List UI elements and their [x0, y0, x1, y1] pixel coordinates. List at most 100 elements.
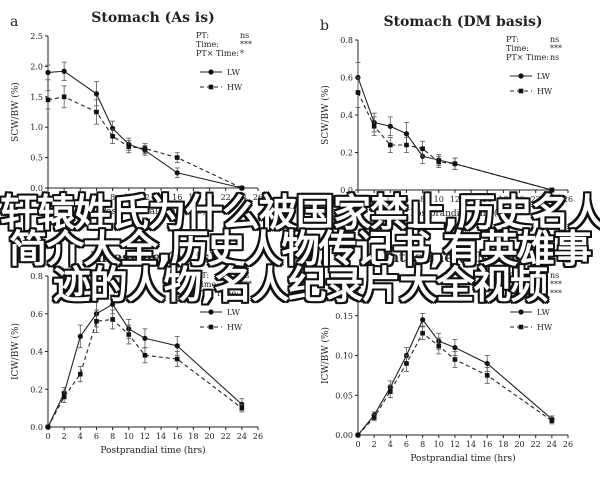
data-point — [388, 142, 393, 148]
x-tick-label: 16 — [482, 195, 492, 204]
legend-label: LW — [537, 308, 551, 317]
x-tick-label: 18 — [188, 193, 198, 202]
data-point — [549, 418, 555, 423]
x-axis-label: Postprandial time (hrs) — [410, 208, 515, 219]
data-point — [420, 146, 425, 152]
x-tick-label: 8 — [110, 193, 115, 202]
data-point — [174, 170, 180, 176]
x-tick-label: 2 — [372, 195, 377, 204]
stats-label: PT× Time: — [196, 289, 239, 298]
x-tick-label: 4 — [388, 440, 393, 449]
x-tick-label: 22 — [221, 432, 231, 441]
data-point — [174, 343, 180, 349]
x-tick-label: 20 — [514, 440, 524, 449]
series-lw — [355, 62, 555, 193]
x-tick-label: 12 — [450, 440, 460, 449]
panel-letter: b — [320, 18, 329, 34]
x-tick-label: 18 — [498, 440, 508, 449]
legend-marker — [208, 309, 214, 315]
data-point — [355, 432, 361, 438]
x-tick-label: 2 — [62, 193, 67, 202]
stats-label: Time: — [506, 280, 529, 289]
data-point — [110, 125, 116, 132]
overlay-text-line-1: 轩辕姓氏为什么被国家禁止,历史名人 — [0, 191, 600, 235]
legend-marker — [518, 309, 524, 315]
x-tick-label: 8 — [110, 432, 115, 441]
stats-value: *** — [550, 44, 562, 53]
series-lw — [45, 61, 245, 191]
x-tick-label: 14 — [466, 195, 476, 204]
x-tick-label: 12 — [140, 193, 150, 202]
series-hw — [45, 309, 245, 430]
data-point — [452, 357, 458, 362]
y-tick-label: 0.0 — [30, 423, 43, 432]
legend-label: HW — [537, 323, 553, 332]
data-point — [45, 424, 51, 430]
stats-label: Time: — [196, 40, 219, 49]
legend-label: HW — [537, 87, 553, 96]
x-tick-label: 6 — [94, 432, 99, 441]
x-tick-label: 10 — [124, 432, 134, 441]
x-tick-label: 4 — [78, 432, 83, 441]
y-tick-label: 0.2 — [30, 385, 43, 394]
legend-marker — [208, 69, 214, 75]
stats-value: * — [240, 49, 244, 58]
x-tick-label: 26 — [253, 432, 263, 441]
chart-title: Stomach (DM basis) — [383, 14, 542, 30]
y-axis-label: ICW/BW (%) — [10, 323, 21, 380]
y-axis-label: SCW/BW (%) — [320, 85, 331, 145]
data-point — [174, 155, 180, 160]
data-point — [93, 91, 100, 97]
x-tick-label: 20 — [204, 193, 214, 202]
x-tick-label: 26 — [253, 193, 263, 202]
y-tick-label: 2.5 — [30, 32, 43, 41]
y-tick-label: 0.0 — [340, 186, 353, 195]
legend-marker — [518, 88, 524, 94]
data-point — [549, 187, 555, 193]
y-tick-label: 0.2 — [340, 149, 353, 158]
x-tick-label: 4 — [388, 195, 393, 204]
data-point — [77, 333, 83, 339]
y-tick-label: 0.4 — [30, 348, 43, 357]
data-point — [436, 159, 442, 165]
x-tick-label: 0 — [355, 195, 360, 204]
stats-label: Time: — [506, 44, 529, 53]
y-axis-label: ICW/BW (%) — [320, 327, 331, 384]
panel-b: b Stomach (DM basis)0 2 4 6 8 10 12 14 16 18 20 22 24… — [320, 14, 573, 219]
x-tick-label: 14 — [156, 432, 166, 441]
stats-label: PT: — [196, 271, 209, 280]
data-point — [110, 134, 115, 139]
data-point — [239, 185, 245, 191]
x-tick-label: 26 — [563, 440, 573, 449]
x-tick-label: 24 — [237, 193, 247, 202]
legend-label: LW — [227, 68, 241, 77]
legend-label: LW — [537, 72, 551, 81]
series-line — [357, 318, 553, 436]
x-tick-label: 24 — [237, 432, 247, 441]
panel-c: c Intestine (As is)0 2 4 6 8 10 12 14 16 18 20 22 24 2… — [10, 250, 263, 456]
x-tick-label: 22 — [531, 440, 541, 449]
data-point — [452, 344, 458, 351]
x-tick-label: 24 — [547, 440, 557, 449]
x-tick-label: 22 — [221, 193, 231, 202]
legend-marker — [518, 324, 524, 330]
data-point — [420, 317, 426, 323]
chart-title: Intestine (DM basis) — [382, 250, 543, 266]
x-tick-label: 14 — [156, 193, 166, 202]
data-point — [436, 343, 442, 349]
stats-label: PT: — [506, 35, 519, 44]
data-point — [355, 90, 361, 95]
y-tick-label: 0.5 — [30, 154, 43, 163]
x-axis-label: Postprandial time (hrs) — [100, 206, 205, 217]
x-axis-label: Postprandial time (hrs) — [410, 453, 515, 464]
y-tick-label: 0.10 — [335, 352, 353, 361]
chart-title: Intestine (As is) — [90, 250, 216, 266]
data-point — [94, 109, 99, 115]
data-point — [420, 330, 425, 336]
data-point — [142, 146, 148, 151]
stats-value: *** — [550, 280, 562, 289]
y-tick-label: 0.15 — [335, 312, 353, 321]
x-tick-label: 0 — [45, 432, 50, 441]
stats-value: ns — [240, 31, 249, 40]
data-point — [388, 388, 393, 394]
